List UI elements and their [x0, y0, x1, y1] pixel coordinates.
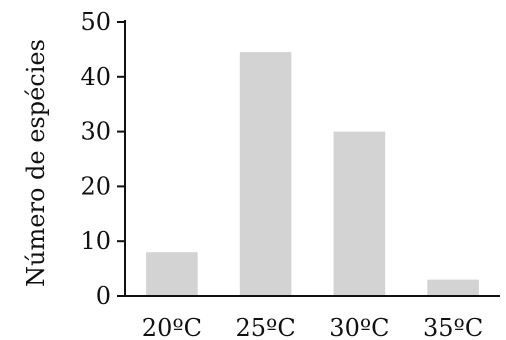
y-axis-title: Número de espécies	[22, 39, 50, 287]
bars-group	[146, 52, 479, 296]
bar-3	[333, 131, 386, 296]
x-tick-label: 30ºC	[329, 314, 389, 340]
y-ticks-group: 0 10 20 30 40 50	[80, 8, 125, 310]
x-tick-label: 35ºC	[423, 314, 483, 340]
bar-4	[427, 279, 479, 296]
x-tick-label: 20ºC	[142, 314, 202, 340]
x-ticks-group: 20ºC 25ºC 30ºC 35ºC	[142, 314, 483, 340]
y-tick-label: 10	[80, 227, 111, 255]
bar-2	[239, 52, 292, 296]
y-tick-label: 40	[80, 63, 111, 91]
x-tick-label: 25ºC	[236, 314, 296, 340]
y-tick-label: 20	[80, 172, 111, 200]
y-tick-label: 0	[96, 282, 111, 310]
axes-group	[124, 20, 500, 297]
y-tick-label: 50	[80, 8, 111, 36]
bar-1	[146, 252, 198, 296]
y-tick-label: 30	[80, 118, 111, 146]
